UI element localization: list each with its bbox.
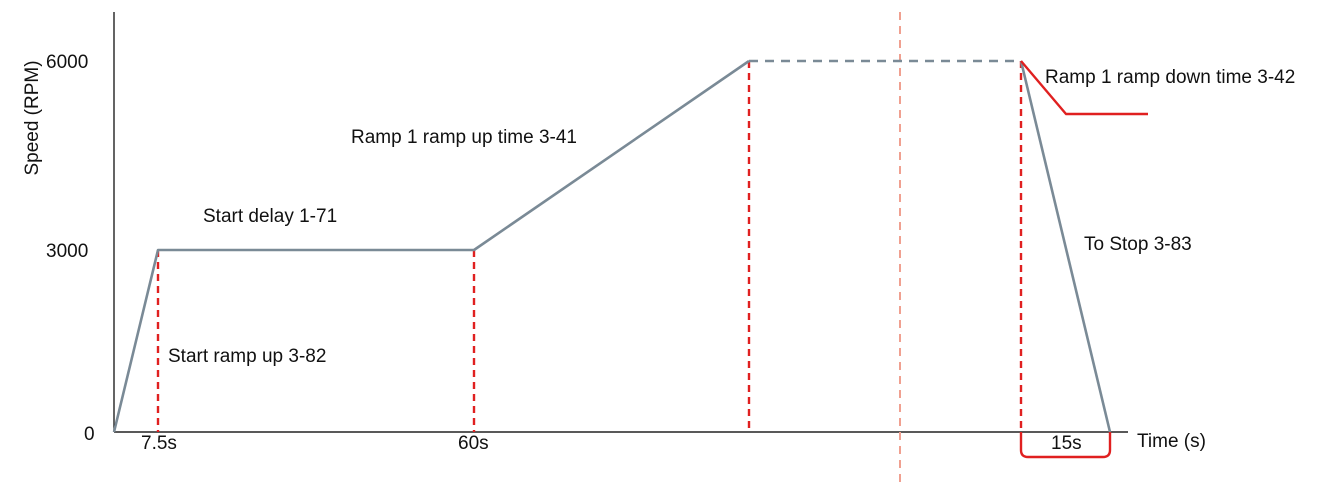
x-axis-label: Time (s) — [1137, 431, 1206, 452]
ramp-down-line — [1020, 60, 1148, 116]
x-tick-60s: 60s — [458, 433, 489, 454]
bracket-label: 15s — [1051, 433, 1082, 454]
start-delay-label: Start delay 1-71 — [203, 206, 337, 227]
y-tick-0: 0 — [84, 424, 95, 445]
y-tick-3000: 3000 — [46, 241, 88, 262]
start-ramp-up-label: Start ramp up 3-82 — [168, 346, 326, 367]
ramp-up-time-label: Ramp 1 ramp up time 3-41 — [351, 127, 577, 148]
to-stop-label: To Stop 3-83 — [1084, 234, 1192, 255]
speed-profile-line — [112, 59, 750, 433]
y-tick-6000: 6000 — [46, 52, 88, 73]
ramp-down-time-label: Ramp 1 ramp down time 3-42 — [1045, 67, 1295, 88]
stop-time-bracket — [1019, 432, 1112, 459]
y-axis-label: Speed (RPM) — [22, 60, 43, 175]
to-stop-ramp — [1019, 60, 1112, 433]
x-tick-7-5s: 7.5s — [141, 433, 177, 454]
